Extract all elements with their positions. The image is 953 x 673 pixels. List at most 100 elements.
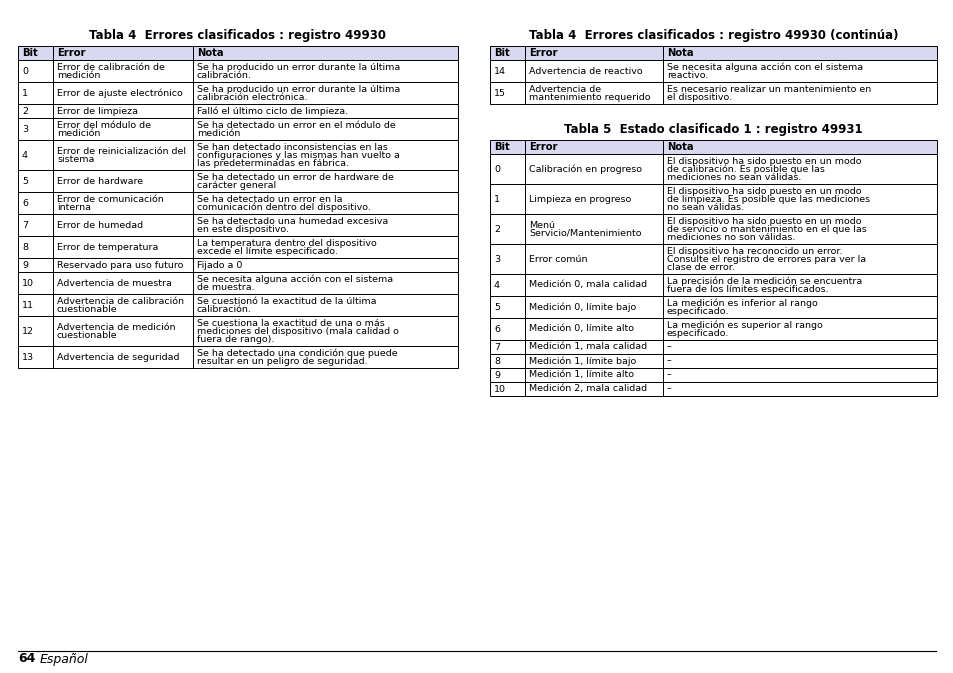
Text: Error de comunicación: Error de comunicación — [57, 194, 164, 203]
Text: no sean válidas.: no sean válidas. — [666, 203, 743, 211]
Bar — [18, 104, 457, 118]
Text: 9: 9 — [494, 371, 499, 380]
Text: Bit: Bit — [494, 142, 509, 152]
Text: 4: 4 — [22, 151, 28, 160]
Text: mediciones no sean válidas.: mediciones no sean válidas. — [666, 172, 801, 182]
Text: Advertencia de calibración: Advertencia de calibración — [57, 297, 184, 306]
Text: excede el límite especificado.: excede el límite especificado. — [196, 246, 337, 256]
Text: 15: 15 — [494, 89, 505, 98]
Text: 7: 7 — [494, 343, 499, 351]
Text: 8: 8 — [22, 242, 28, 252]
Text: –: – — [666, 384, 671, 394]
Text: Advertencia de: Advertencia de — [529, 85, 600, 94]
Text: de limpieza. Es posible que las mediciones: de limpieza. Es posible que las medicion… — [666, 194, 869, 203]
Text: Error: Error — [529, 48, 557, 58]
Text: mediciones no son válidas.: mediciones no son válidas. — [666, 232, 795, 242]
Text: medición: medición — [57, 71, 100, 79]
Text: cuestionable: cuestionable — [57, 330, 117, 339]
Bar — [490, 368, 936, 382]
Bar — [18, 118, 457, 140]
Text: mediciones del dispositivo (mala calidad o: mediciones del dispositivo (mala calidad… — [196, 326, 398, 336]
Text: Fijado a 0: Fijado a 0 — [196, 260, 242, 269]
Text: Se ha detectado un error de hardware de: Se ha detectado un error de hardware de — [196, 172, 394, 182]
Text: Advertencia de medición: Advertencia de medición — [57, 322, 175, 332]
Text: interna: interna — [57, 203, 91, 211]
Bar — [490, 184, 936, 214]
Text: 12: 12 — [22, 326, 34, 336]
Text: Medición 1, límite bajo: Medición 1, límite bajo — [529, 356, 636, 365]
Text: 5: 5 — [22, 176, 28, 186]
Text: 10: 10 — [22, 279, 34, 287]
Text: –: – — [666, 371, 671, 380]
Text: Medición 2, mala calidad: Medición 2, mala calidad — [529, 384, 646, 394]
Text: Calibración en progreso: Calibración en progreso — [529, 164, 641, 174]
Text: cuestionable: cuestionable — [57, 304, 117, 314]
Bar — [18, 140, 457, 170]
Text: Se ha producido un error durante la última: Se ha producido un error durante la últi… — [196, 63, 400, 71]
Text: El dispositivo ha reconocido un error.: El dispositivo ha reconocido un error. — [666, 246, 841, 256]
Text: El dispositivo ha sido puesto en un modo: El dispositivo ha sido puesto en un modo — [666, 186, 861, 195]
Text: 1: 1 — [494, 194, 499, 203]
Text: 4: 4 — [494, 281, 499, 289]
Text: Error común: Error común — [529, 254, 587, 264]
Text: Error de calibración de: Error de calibración de — [57, 63, 165, 71]
Bar — [18, 170, 457, 192]
Text: 7: 7 — [22, 221, 28, 229]
Text: Nota: Nota — [196, 48, 223, 58]
Bar — [18, 236, 457, 258]
Text: Error de ajuste electrónico: Error de ajuste electrónico — [57, 88, 183, 98]
Text: La temperatura dentro del dispositivo: La temperatura dentro del dispositivo — [196, 238, 376, 248]
Text: 5: 5 — [494, 302, 499, 312]
Text: Error de temperatura: Error de temperatura — [57, 242, 158, 252]
Text: Se ha detectado un error en la: Se ha detectado un error en la — [196, 194, 342, 203]
Text: 3: 3 — [22, 125, 28, 133]
Text: Medición 0, límite bajo: Medición 0, límite bajo — [529, 302, 636, 312]
Text: Error de hardware: Error de hardware — [57, 176, 143, 186]
Text: Consulte el registro de errores para ver la: Consulte el registro de errores para ver… — [666, 254, 865, 264]
Text: La medición es superior al rango: La medición es superior al rango — [666, 320, 821, 330]
Text: de calibración. Es posible que las: de calibración. Es posible que las — [666, 164, 824, 174]
Text: 2: 2 — [22, 106, 28, 116]
Text: Servicio/Mantenimiento: Servicio/Mantenimiento — [529, 229, 640, 238]
Bar — [18, 272, 457, 294]
Text: de muestra.: de muestra. — [196, 283, 254, 291]
Text: Tabla 4  Errores clasificados : registro 49930 (continúa): Tabla 4 Errores clasificados : registro … — [528, 30, 898, 42]
Text: Menú: Menú — [529, 221, 555, 229]
Text: Tabla 5  Estado clasificado 1 : registro 49931: Tabla 5 Estado clasificado 1 : registro … — [563, 124, 862, 137]
Text: Advertencia de seguridad: Advertencia de seguridad — [57, 353, 179, 361]
Bar — [490, 296, 936, 318]
Text: Error: Error — [57, 48, 86, 58]
Bar — [490, 318, 936, 340]
Text: Es necesario realizar un mantenimiento en: Es necesario realizar un mantenimiento e… — [666, 85, 870, 94]
Text: Se ha detectado una humedad excesiva: Se ha detectado una humedad excesiva — [196, 217, 388, 225]
Bar — [490, 214, 936, 244]
Text: Medición 1, mala calidad: Medición 1, mala calidad — [529, 343, 646, 351]
Text: 11: 11 — [22, 301, 34, 310]
Text: 3: 3 — [494, 254, 499, 264]
Text: Error de limpieza: Error de limpieza — [57, 106, 138, 116]
Text: Error de humedad: Error de humedad — [57, 221, 143, 229]
Text: comunicación dentro del dispositivo.: comunicación dentro del dispositivo. — [196, 203, 371, 212]
Bar — [18, 316, 457, 346]
Text: Tabla 4  Errores clasificados : registro 49930: Tabla 4 Errores clasificados : registro … — [90, 30, 386, 42]
Text: medición: medición — [196, 129, 240, 137]
Text: 13: 13 — [22, 353, 34, 361]
Text: Bit: Bit — [494, 48, 509, 58]
Bar — [490, 244, 936, 274]
Text: calibración electrónica.: calibración electrónica. — [196, 92, 307, 102]
Text: 1: 1 — [22, 89, 28, 98]
Text: Se cuestiona la exactitud de una o más: Se cuestiona la exactitud de una o más — [196, 318, 384, 328]
Bar — [18, 346, 457, 368]
Bar — [18, 60, 457, 82]
Text: Limpieza en progreso: Limpieza en progreso — [529, 194, 631, 203]
Text: El dispositivo ha sido puesto en un modo: El dispositivo ha sido puesto en un modo — [666, 217, 861, 225]
Bar — [490, 274, 936, 296]
Text: Nota: Nota — [666, 142, 693, 152]
Text: especificado.: especificado. — [666, 306, 729, 316]
Text: Se ha detectado un error en el módulo de: Se ha detectado un error en el módulo de — [196, 120, 395, 129]
Text: mantenimiento requerido: mantenimiento requerido — [529, 92, 650, 102]
Text: calibración.: calibración. — [196, 304, 252, 314]
Text: Medición 0, límite alto: Medición 0, límite alto — [529, 324, 634, 334]
Text: Español: Español — [40, 653, 89, 666]
Text: Medición 0, mala calidad: Medición 0, mala calidad — [529, 281, 646, 289]
